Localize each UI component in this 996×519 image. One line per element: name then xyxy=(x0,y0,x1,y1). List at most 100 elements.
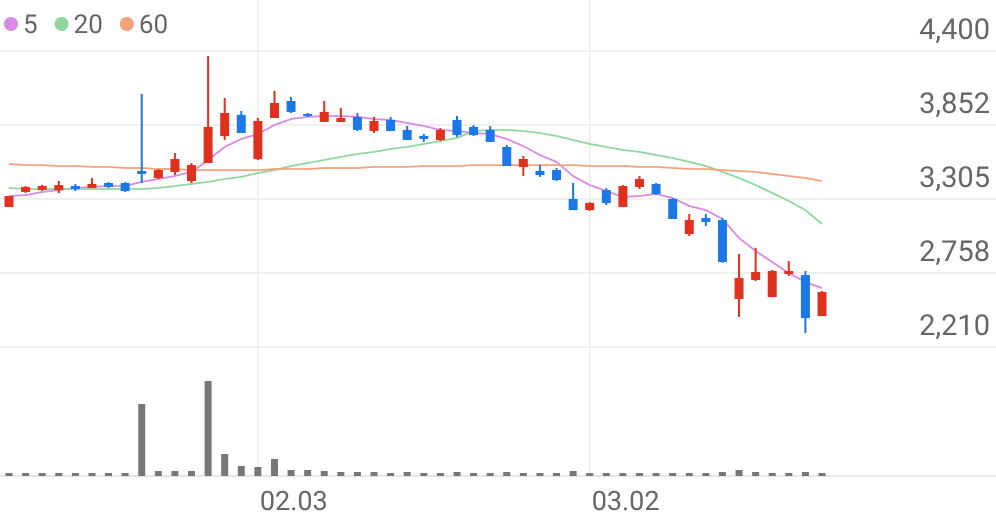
volume-bar xyxy=(470,473,478,476)
volume-bar xyxy=(188,471,196,476)
candle-body xyxy=(402,129,412,141)
candle-body xyxy=(634,178,644,187)
candle-body xyxy=(452,119,462,136)
ma-line xyxy=(8,163,823,182)
volume-bar xyxy=(586,473,594,476)
volume-bar xyxy=(486,473,494,476)
candle-body xyxy=(469,126,479,136)
candle-body xyxy=(485,129,495,142)
candle-body xyxy=(717,220,727,262)
volume-bar xyxy=(553,473,561,476)
volume-bar xyxy=(353,472,361,476)
ma-line xyxy=(8,115,823,289)
volume-bar xyxy=(685,473,693,476)
volume-bar xyxy=(237,466,245,476)
candle-body xyxy=(269,103,279,119)
volume-bar xyxy=(652,473,660,476)
candle-body xyxy=(767,271,777,297)
candle-body xyxy=(668,198,678,219)
volume-bar xyxy=(519,473,527,476)
candle-body xyxy=(585,203,595,211)
volume-bar xyxy=(138,404,146,476)
y-tick-label: 2,210 xyxy=(919,309,990,343)
candle-body xyxy=(435,129,445,141)
volume-bar xyxy=(204,381,212,476)
candle-body xyxy=(187,165,197,182)
candle-body xyxy=(220,113,230,136)
legend-marker xyxy=(4,17,18,31)
volume-bar xyxy=(38,473,46,476)
volume-bar xyxy=(337,472,345,476)
volume-bar xyxy=(536,473,544,476)
x-tick-label: 03.02 xyxy=(592,485,660,517)
volume-bar xyxy=(453,472,461,476)
candle-body xyxy=(800,275,810,319)
volume-bar xyxy=(171,471,179,476)
candle-body xyxy=(104,183,114,187)
volume-bar xyxy=(718,472,726,476)
volume-bar xyxy=(5,473,13,476)
candle-body xyxy=(4,196,14,207)
volume-bar xyxy=(569,471,577,476)
candle-body xyxy=(253,120,263,159)
candle-body xyxy=(568,198,578,211)
volume-bar xyxy=(436,473,444,476)
candle-body xyxy=(303,113,313,116)
volume-bar xyxy=(154,471,162,476)
candle-body xyxy=(535,170,545,176)
y-tick-label: 2,758 xyxy=(919,235,990,269)
candle-body xyxy=(170,158,180,172)
candle-body xyxy=(369,120,379,131)
x-tick-label: 02.03 xyxy=(260,485,328,517)
legend-label: 60 xyxy=(139,10,168,40)
ma-line xyxy=(8,129,823,225)
volume-bar xyxy=(121,473,129,476)
volume-bar xyxy=(801,472,809,476)
y-tick-label: 4,400 xyxy=(919,13,990,47)
y-tick-label: 3,305 xyxy=(919,161,990,195)
volume-bar xyxy=(387,473,395,476)
candle-body xyxy=(286,100,296,112)
volume-bar xyxy=(22,473,30,476)
volume-bar xyxy=(420,473,428,476)
legend-label: 20 xyxy=(74,10,103,40)
candle-body xyxy=(37,186,47,191)
volume-bar xyxy=(320,471,328,476)
volume-bar xyxy=(105,473,113,476)
candle-body xyxy=(203,126,213,164)
legend-label: 5 xyxy=(23,10,38,40)
volume-bar xyxy=(370,472,378,476)
volume-bar xyxy=(221,454,229,476)
candle-body xyxy=(751,271,761,280)
candle-body xyxy=(153,170,163,179)
candle-body xyxy=(518,158,528,167)
volume-bar xyxy=(403,472,411,476)
candle-body xyxy=(734,278,744,300)
candle-body xyxy=(137,170,147,174)
candle-body xyxy=(684,220,694,234)
volume-bar xyxy=(55,473,63,476)
candle-body xyxy=(70,186,80,189)
candle-body xyxy=(54,185,64,191)
volume-bar xyxy=(270,459,278,476)
candle-body xyxy=(236,114,246,134)
volume-bar xyxy=(254,467,262,476)
candle-body xyxy=(817,291,827,317)
candle-body xyxy=(419,135,429,139)
candle-body xyxy=(552,170,562,181)
volume-bar xyxy=(702,473,710,476)
candle-body xyxy=(386,119,396,131)
candle-body xyxy=(352,116,362,130)
legend-marker xyxy=(54,17,69,31)
candle-body xyxy=(319,111,329,122)
candle-body xyxy=(120,183,130,192)
volume-bar xyxy=(669,473,677,476)
candle-body xyxy=(21,186,31,192)
volume-bar xyxy=(88,473,96,476)
volume-bar xyxy=(635,473,643,476)
y-tick-label: 3,852 xyxy=(919,87,990,121)
candle-body xyxy=(784,271,794,275)
volume-bar xyxy=(619,473,627,476)
volume-bar xyxy=(768,473,776,476)
